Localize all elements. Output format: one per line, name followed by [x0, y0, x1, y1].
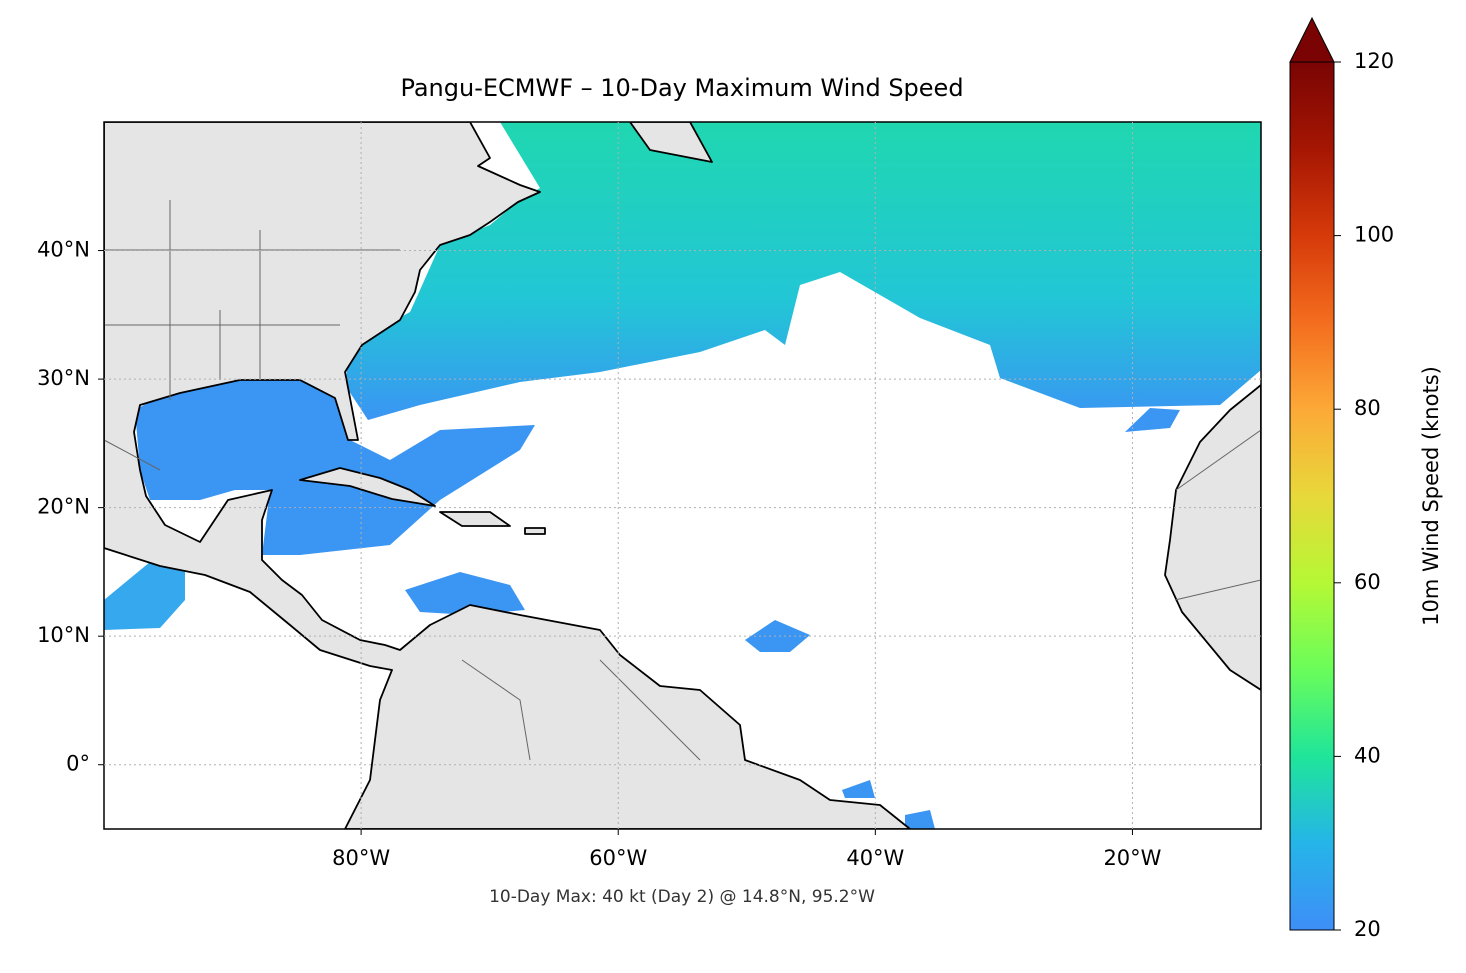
wind-swath [135, 378, 535, 555]
colorbar-tick-label: 120 [1354, 49, 1394, 73]
x-tick-label: 80°W [332, 846, 390, 870]
borders [104, 200, 1261, 761]
wind-swath [405, 572, 525, 615]
land-africa [1164, 384, 1261, 691]
colorbar-tick-label: 20 [1354, 917, 1381, 941]
y-tick-label: 30°N [37, 366, 90, 390]
y-tick-label: 20°N [37, 495, 90, 519]
chart-title: Pangu-ECMWF – 10-Day Maximum Wind Speed [400, 74, 963, 102]
x-tick-label: 40°W [846, 846, 904, 870]
annotation: 10-Day Max: 40 kt (Day 2) @ 14.8°N, 95.2… [489, 887, 875, 907]
y-tick-label: 0° [66, 752, 90, 776]
land-cuba [299, 467, 436, 507]
colorbar-extend [1289, 16, 1335, 63]
wind-swath [1125, 408, 1180, 432]
land-newfoundland [629, 122, 713, 163]
land-americas [104, 122, 911, 829]
x-tick-label: 20°W [1103, 846, 1161, 870]
wind-swath [345, 122, 1261, 420]
y-tick-label: 10°N [37, 623, 90, 647]
y-tick-label: 40°N [37, 238, 90, 262]
wind-swath [745, 620, 810, 652]
wind-swath [842, 780, 935, 829]
colorbar [1289, 61, 1335, 931]
colorbar-tick-label: 60 [1354, 570, 1381, 594]
colorbar-tick-label: 40 [1354, 743, 1381, 767]
colorbar-tick-label: 80 [1354, 396, 1381, 420]
x-tick-label: 60°W [589, 846, 647, 870]
colorbar-tick-label: 100 [1354, 223, 1394, 247]
land-hispaniola [439, 511, 546, 535]
wind-swath [104, 562, 185, 630]
plot-frame [103, 121, 1262, 830]
colorbar-label: 10m Wind Speed (knots) [1419, 366, 1443, 626]
map-layers [104, 122, 1261, 829]
